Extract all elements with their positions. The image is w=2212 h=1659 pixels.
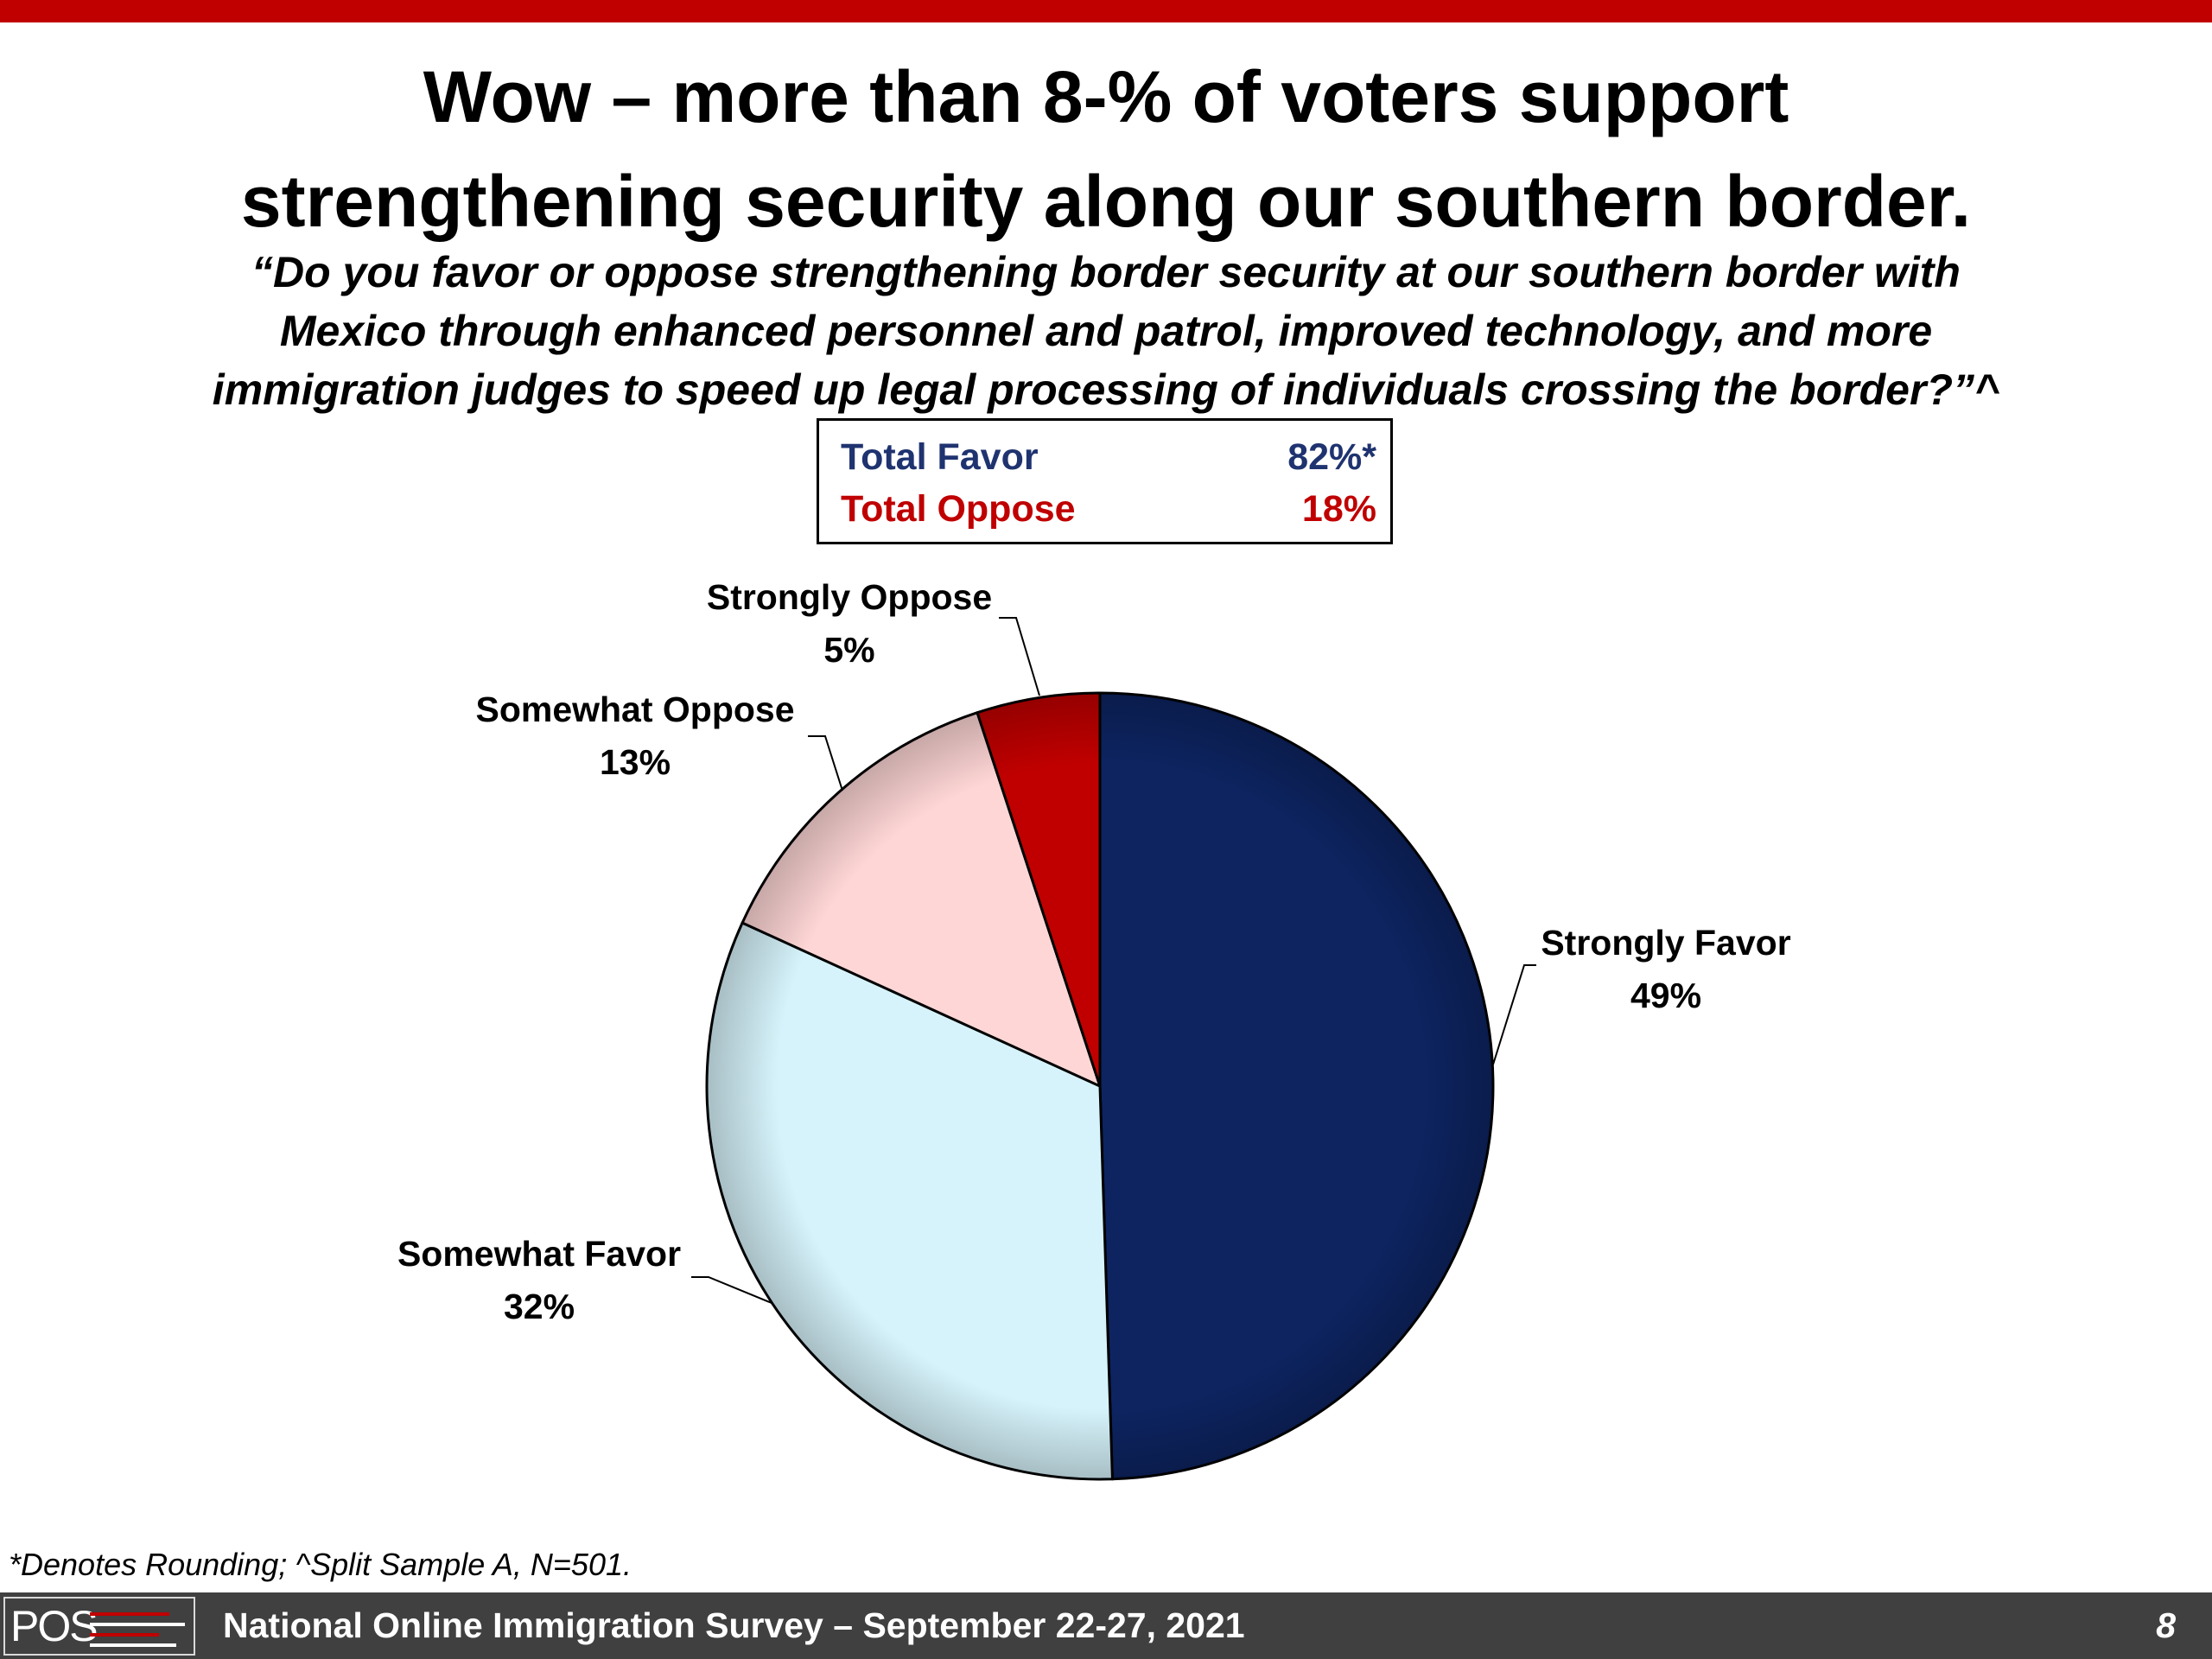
slice-label-strongly-favor: Strongly Favor xyxy=(1541,923,1790,963)
total-oppose-value: 18% xyxy=(1301,488,1376,530)
logo-stripe-2 xyxy=(90,1623,185,1626)
page-number: 8 xyxy=(2156,1605,2176,1645)
totals-box: Total Favor 82%* Total Oppose 18% xyxy=(817,418,1393,544)
logo-stripe-4 xyxy=(90,1643,176,1647)
footnote: *Denotes Rounding; ^Split Sample A, N=50… xyxy=(9,1547,632,1582)
footer-survey-title: National Online Immigration Survey – Sep… xyxy=(223,1605,1245,1645)
total-favor-label: Total Favor xyxy=(841,436,1039,478)
pie-slice-strongly-favor xyxy=(1098,691,1495,1481)
slice-label-somewhat-favor: Somewhat Favor xyxy=(397,1234,681,1274)
question-line-1: “Do you favor or oppose strengthening bo… xyxy=(251,248,1961,296)
title-line-2: strengthening security along our souther… xyxy=(240,161,1972,242)
survey-question: “Do you favor or oppose strengthening bo… xyxy=(173,243,2039,419)
logo-stripe-3 xyxy=(90,1633,159,1637)
slice-value-strongly-oppose: 5% xyxy=(823,630,874,670)
title-line-1: Wow – more than 8-% of voters support xyxy=(423,56,1789,137)
slice-value-somewhat-oppose: 13% xyxy=(600,742,671,782)
leader-line-somewhat-favor xyxy=(691,1276,772,1304)
slice-labels: Strongly Favor 49% Somewhat Favor 32% Somewh… xyxy=(397,577,1791,1326)
slice-value-somewhat-favor: 32% xyxy=(504,1287,575,1326)
logo-stripe-1 xyxy=(90,1612,169,1616)
slide-title: Wow – more than 8-% of voters support st… xyxy=(86,45,2126,254)
footer-bar: POS National Online Immigration Survey –… xyxy=(0,1592,2212,1659)
pos-logo: POS xyxy=(3,1597,195,1656)
logo-frame xyxy=(3,1597,195,1656)
leader-line-somewhat-oppose xyxy=(808,735,843,791)
total-favor-value: 82%* xyxy=(1287,436,1376,478)
pie-chart: Strongly Favor 49% Somewhat Favor 32% Somewh… xyxy=(397,577,1791,1481)
total-favor-row: Total Favor 82%* xyxy=(841,431,1376,483)
leader-line-strongly-favor xyxy=(1492,964,1536,1065)
slice-label-somewhat-oppose: Somewhat Oppose xyxy=(475,690,794,729)
question-line-2: Mexico through enhanced personnel and pa… xyxy=(279,307,1933,355)
total-oppose-row: Total Oppose 18% xyxy=(841,483,1376,535)
leader-line-strongly-oppose xyxy=(999,617,1040,696)
question-line-3: immigration judges to speed up legal pro… xyxy=(212,365,2000,414)
pie-slices xyxy=(705,691,1495,1481)
top-accent-bar xyxy=(0,0,2212,22)
slice-value-strongly-favor: 49% xyxy=(1630,976,1701,1015)
logo-text: POS xyxy=(10,1602,99,1650)
total-oppose-label: Total Oppose xyxy=(841,488,1076,530)
slice-label-strongly-oppose: Strongly Oppose xyxy=(707,577,992,617)
leader-lines xyxy=(691,617,1536,1304)
